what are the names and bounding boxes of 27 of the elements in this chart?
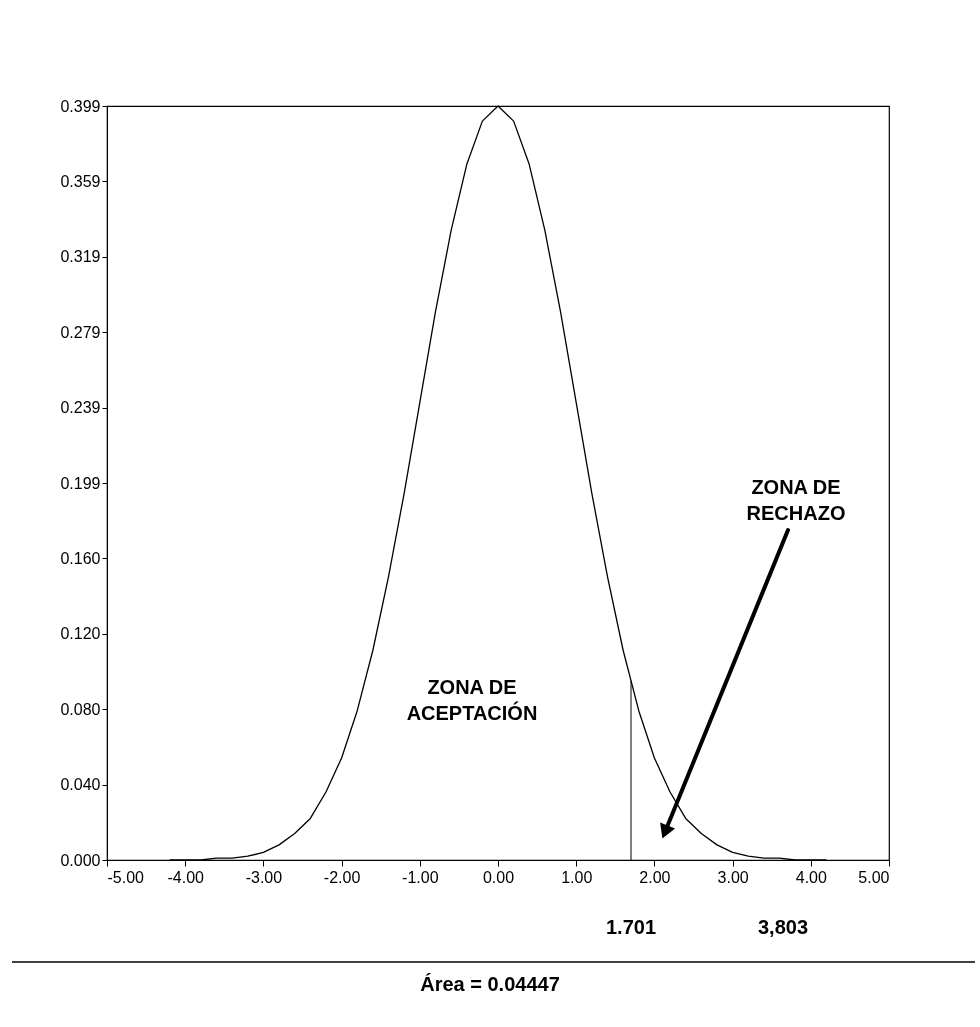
y-tick-label: 0.080 — [60, 700, 101, 718]
x-tick-label: 1.00 — [561, 868, 593, 886]
x-tick-label: -4.00 — [167, 868, 205, 886]
annotation: ZONA DE ACEPTACIÓN — [406, 676, 538, 724]
y-tick-label: 0.120 — [60, 625, 101, 643]
y-tick-label: 0.160 — [60, 549, 101, 567]
y-tick-label: 0.040 — [60, 776, 101, 794]
y-tick-label: 0.399 — [60, 97, 101, 115]
x-tick-label: -3.00 — [245, 868, 283, 886]
y-tick-label: 0.359 — [60, 172, 101, 190]
x-tick-label: 2.00 — [639, 868, 671, 886]
text: 3,803 — [757, 916, 809, 938]
ref-line-label: 1.701 — [605, 916, 657, 938]
y-tick-label: 0.319 — [60, 248, 101, 266]
y-tick-label: 0.199 — [60, 474, 101, 492]
x-tick-label: -5.00 — [107, 868, 145, 886]
y-tick-label: 0.239 — [60, 399, 101, 417]
x-tick-label: 3.00 — [717, 868, 749, 886]
x-tick-label: 5.00 — [858, 868, 890, 886]
x-tick-label: -1.00 — [402, 868, 439, 886]
annotation: ZONA DE RECHAZO — [746, 476, 846, 524]
x-tick-label: -2.00 — [323, 868, 361, 886]
x-tick-label: 0.00 — [482, 868, 515, 886]
y-tick-label: 0.000 — [60, 851, 101, 869]
x-tick-label: 4.00 — [795, 868, 827, 886]
y-tick-label: 0.279 — [60, 323, 101, 341]
text: Área = 0.04447 — [420, 973, 560, 995]
